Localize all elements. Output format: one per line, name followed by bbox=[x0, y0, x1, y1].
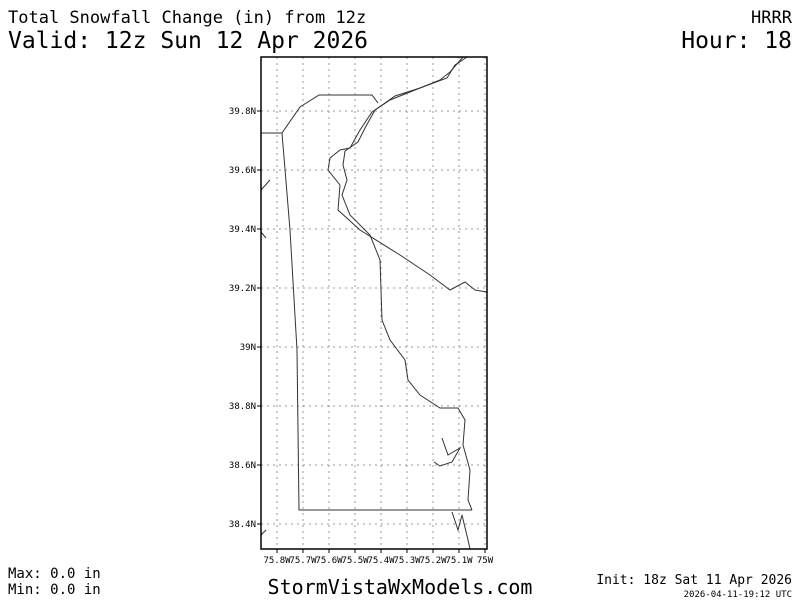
lon-label: 75W bbox=[477, 556, 494, 566]
lat-label: 38.4N bbox=[229, 520, 256, 530]
init-time: Init: 18z Sat 11 Apr 2026 bbox=[596, 573, 792, 588]
lon-label: 75.8W bbox=[263, 556, 291, 566]
lat-label: 39N bbox=[240, 343, 256, 353]
map-frame bbox=[260, 56, 488, 550]
title: Total Snowfall Change (in) from 12z bbox=[8, 8, 366, 28]
model: HRRR bbox=[751, 8, 793, 28]
timestamp: 2026-04-11-19:12 UTC bbox=[684, 590, 792, 600]
geography bbox=[260, 56, 488, 550]
min-value: Min: 0.0 in bbox=[8, 582, 101, 598]
lat-label: 39.8N bbox=[229, 107, 256, 117]
state-border bbox=[281, 132, 472, 511]
coastline bbox=[260, 179, 271, 191]
lat-label: 39.6N bbox=[229, 166, 256, 176]
lon-label: 75.1W bbox=[445, 556, 473, 566]
lat-label: 38.8N bbox=[229, 402, 256, 412]
forecast-hour: Hour: 18 bbox=[681, 28, 792, 54]
max-value: Max: 0.0 in bbox=[8, 566, 101, 582]
lon-label: 75.3W bbox=[393, 556, 421, 566]
lon-label: 75.7W bbox=[289, 556, 317, 566]
coastline bbox=[451, 511, 471, 550]
lat-label: 39.2N bbox=[229, 284, 256, 294]
grid bbox=[257, 57, 487, 553]
lon-label: 75.2W bbox=[419, 556, 447, 566]
lon-label: 75.5W bbox=[341, 556, 369, 566]
lon-label: 75.6W bbox=[315, 556, 343, 566]
lat-label: 39.4N bbox=[229, 225, 256, 235]
coastline bbox=[260, 529, 267, 536]
coastline bbox=[327, 56, 488, 293]
site-name: StormVistaWxModels.com bbox=[268, 575, 533, 599]
lat-label: 38.6N bbox=[229, 461, 256, 471]
coastline bbox=[433, 437, 462, 467]
lon-label: 75.4W bbox=[367, 556, 395, 566]
valid-time: Valid: 12z Sun 12 Apr 2026 bbox=[8, 28, 368, 54]
coastline bbox=[260, 231, 267, 239]
state-border bbox=[261, 94, 379, 134]
